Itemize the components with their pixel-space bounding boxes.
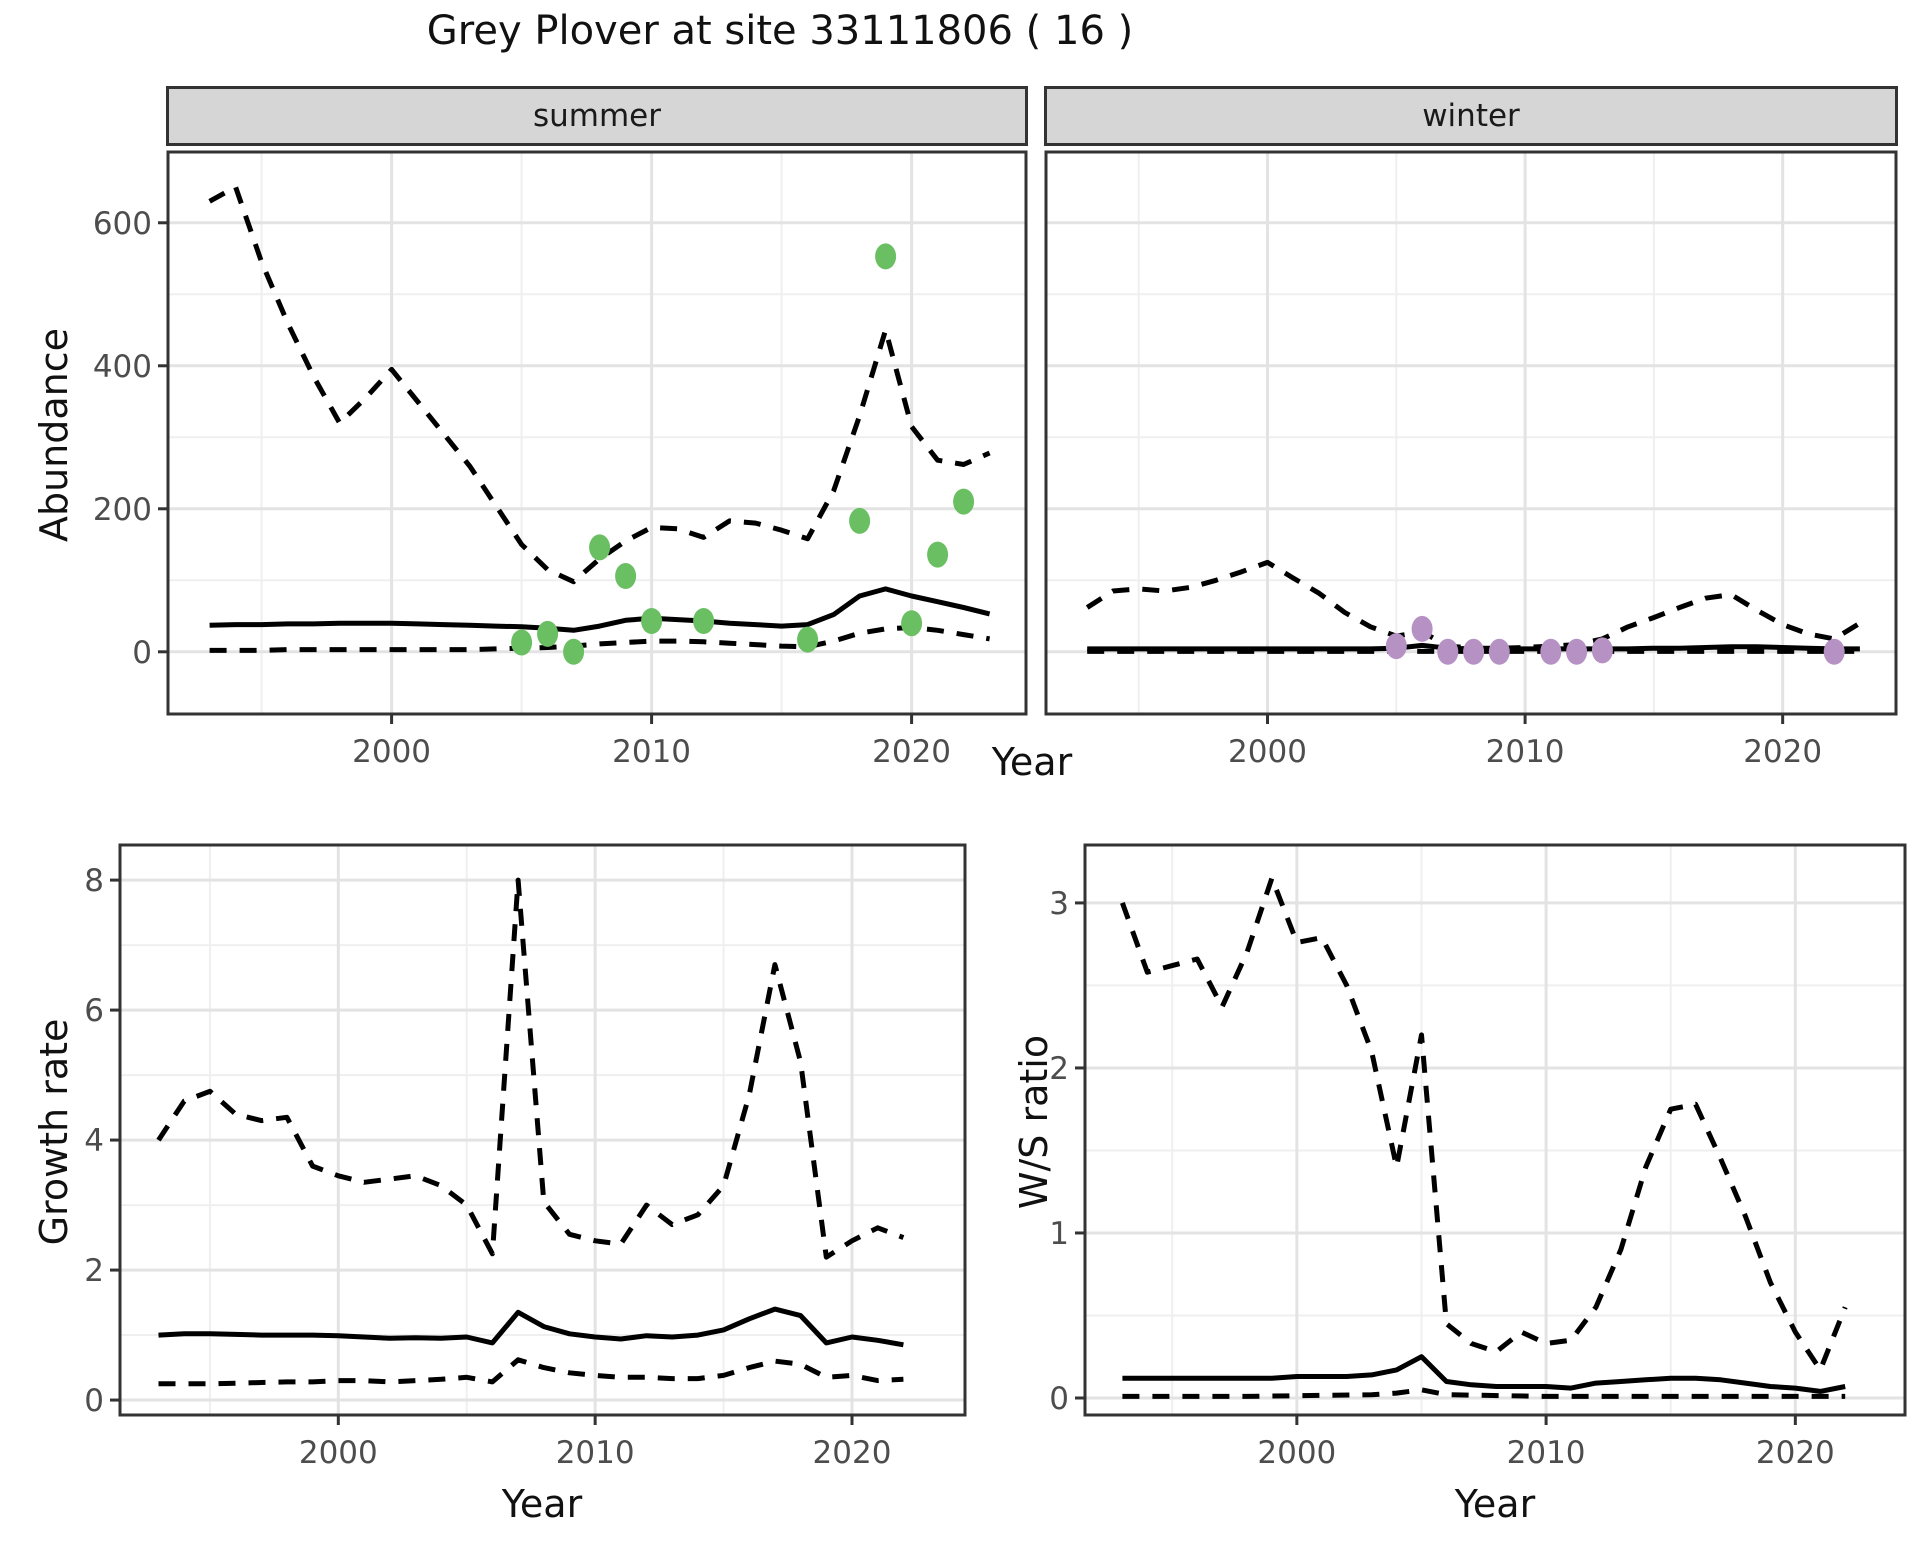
facet-strip-summer: summer [166, 86, 1028, 146]
facet-label-summer: summer [532, 98, 661, 134]
svg-text:0: 0 [1049, 1381, 1069, 1417]
svg-text:0: 0 [132, 635, 152, 671]
svg-text:2020: 2020 [1743, 734, 1822, 770]
x-axis-label-year-ws: Year [1454, 1482, 1536, 1526]
svg-text:600: 600 [93, 206, 152, 242]
svg-text:2010: 2010 [1486, 734, 1565, 770]
svg-text:2000: 2000 [299, 1435, 378, 1471]
svg-text:2010: 2010 [556, 1435, 635, 1471]
svg-text:2020: 2020 [1756, 1435, 1835, 1471]
svg-text:2000: 2000 [1228, 734, 1307, 770]
svg-text:2000: 2000 [352, 734, 431, 770]
svg-text:2010: 2010 [612, 734, 691, 770]
facet-strip-winter: winter [1044, 86, 1898, 146]
svg-text:2020: 2020 [813, 1435, 892, 1471]
svg-text:0: 0 [84, 1383, 104, 1419]
chart-abundance-winter: 2000 2010 2020 [1044, 150, 1898, 770]
svg-text:6: 6 [84, 993, 104, 1029]
x-axis-label-year-growth: Year [501, 1482, 583, 1526]
facet-label-winter: winter [1422, 98, 1520, 134]
chart-ws-ratio: 2000 2010 2020 0 1 2 3 [1049, 843, 1907, 1471]
svg-text:4: 4 [84, 1123, 104, 1159]
chart-abundance-summer: 2000 2010 2020 0 200 400 600 [93, 150, 1028, 770]
svg-text:400: 400 [93, 349, 152, 385]
svg-text:2: 2 [84, 1253, 104, 1289]
svg-text:2010: 2010 [1507, 1435, 1586, 1471]
svg-text:2020: 2020 [872, 734, 951, 770]
svg-text:1: 1 [1049, 1216, 1069, 1252]
page-title: Grey Plover at site 33111806 ( 16 ) [426, 8, 1134, 54]
svg-text:2: 2 [1049, 1051, 1069, 1087]
chart-growth-rate: 2000 2010 2020 0 2 4 6 8 [84, 843, 967, 1471]
svg-text:3: 3 [1049, 886, 1069, 922]
x-axis-label-year-top: Year [991, 740, 1073, 784]
svg-text:2000: 2000 [1257, 1435, 1336, 1471]
svg-text:8: 8 [84, 863, 104, 899]
svg-text:200: 200 [93, 492, 152, 528]
